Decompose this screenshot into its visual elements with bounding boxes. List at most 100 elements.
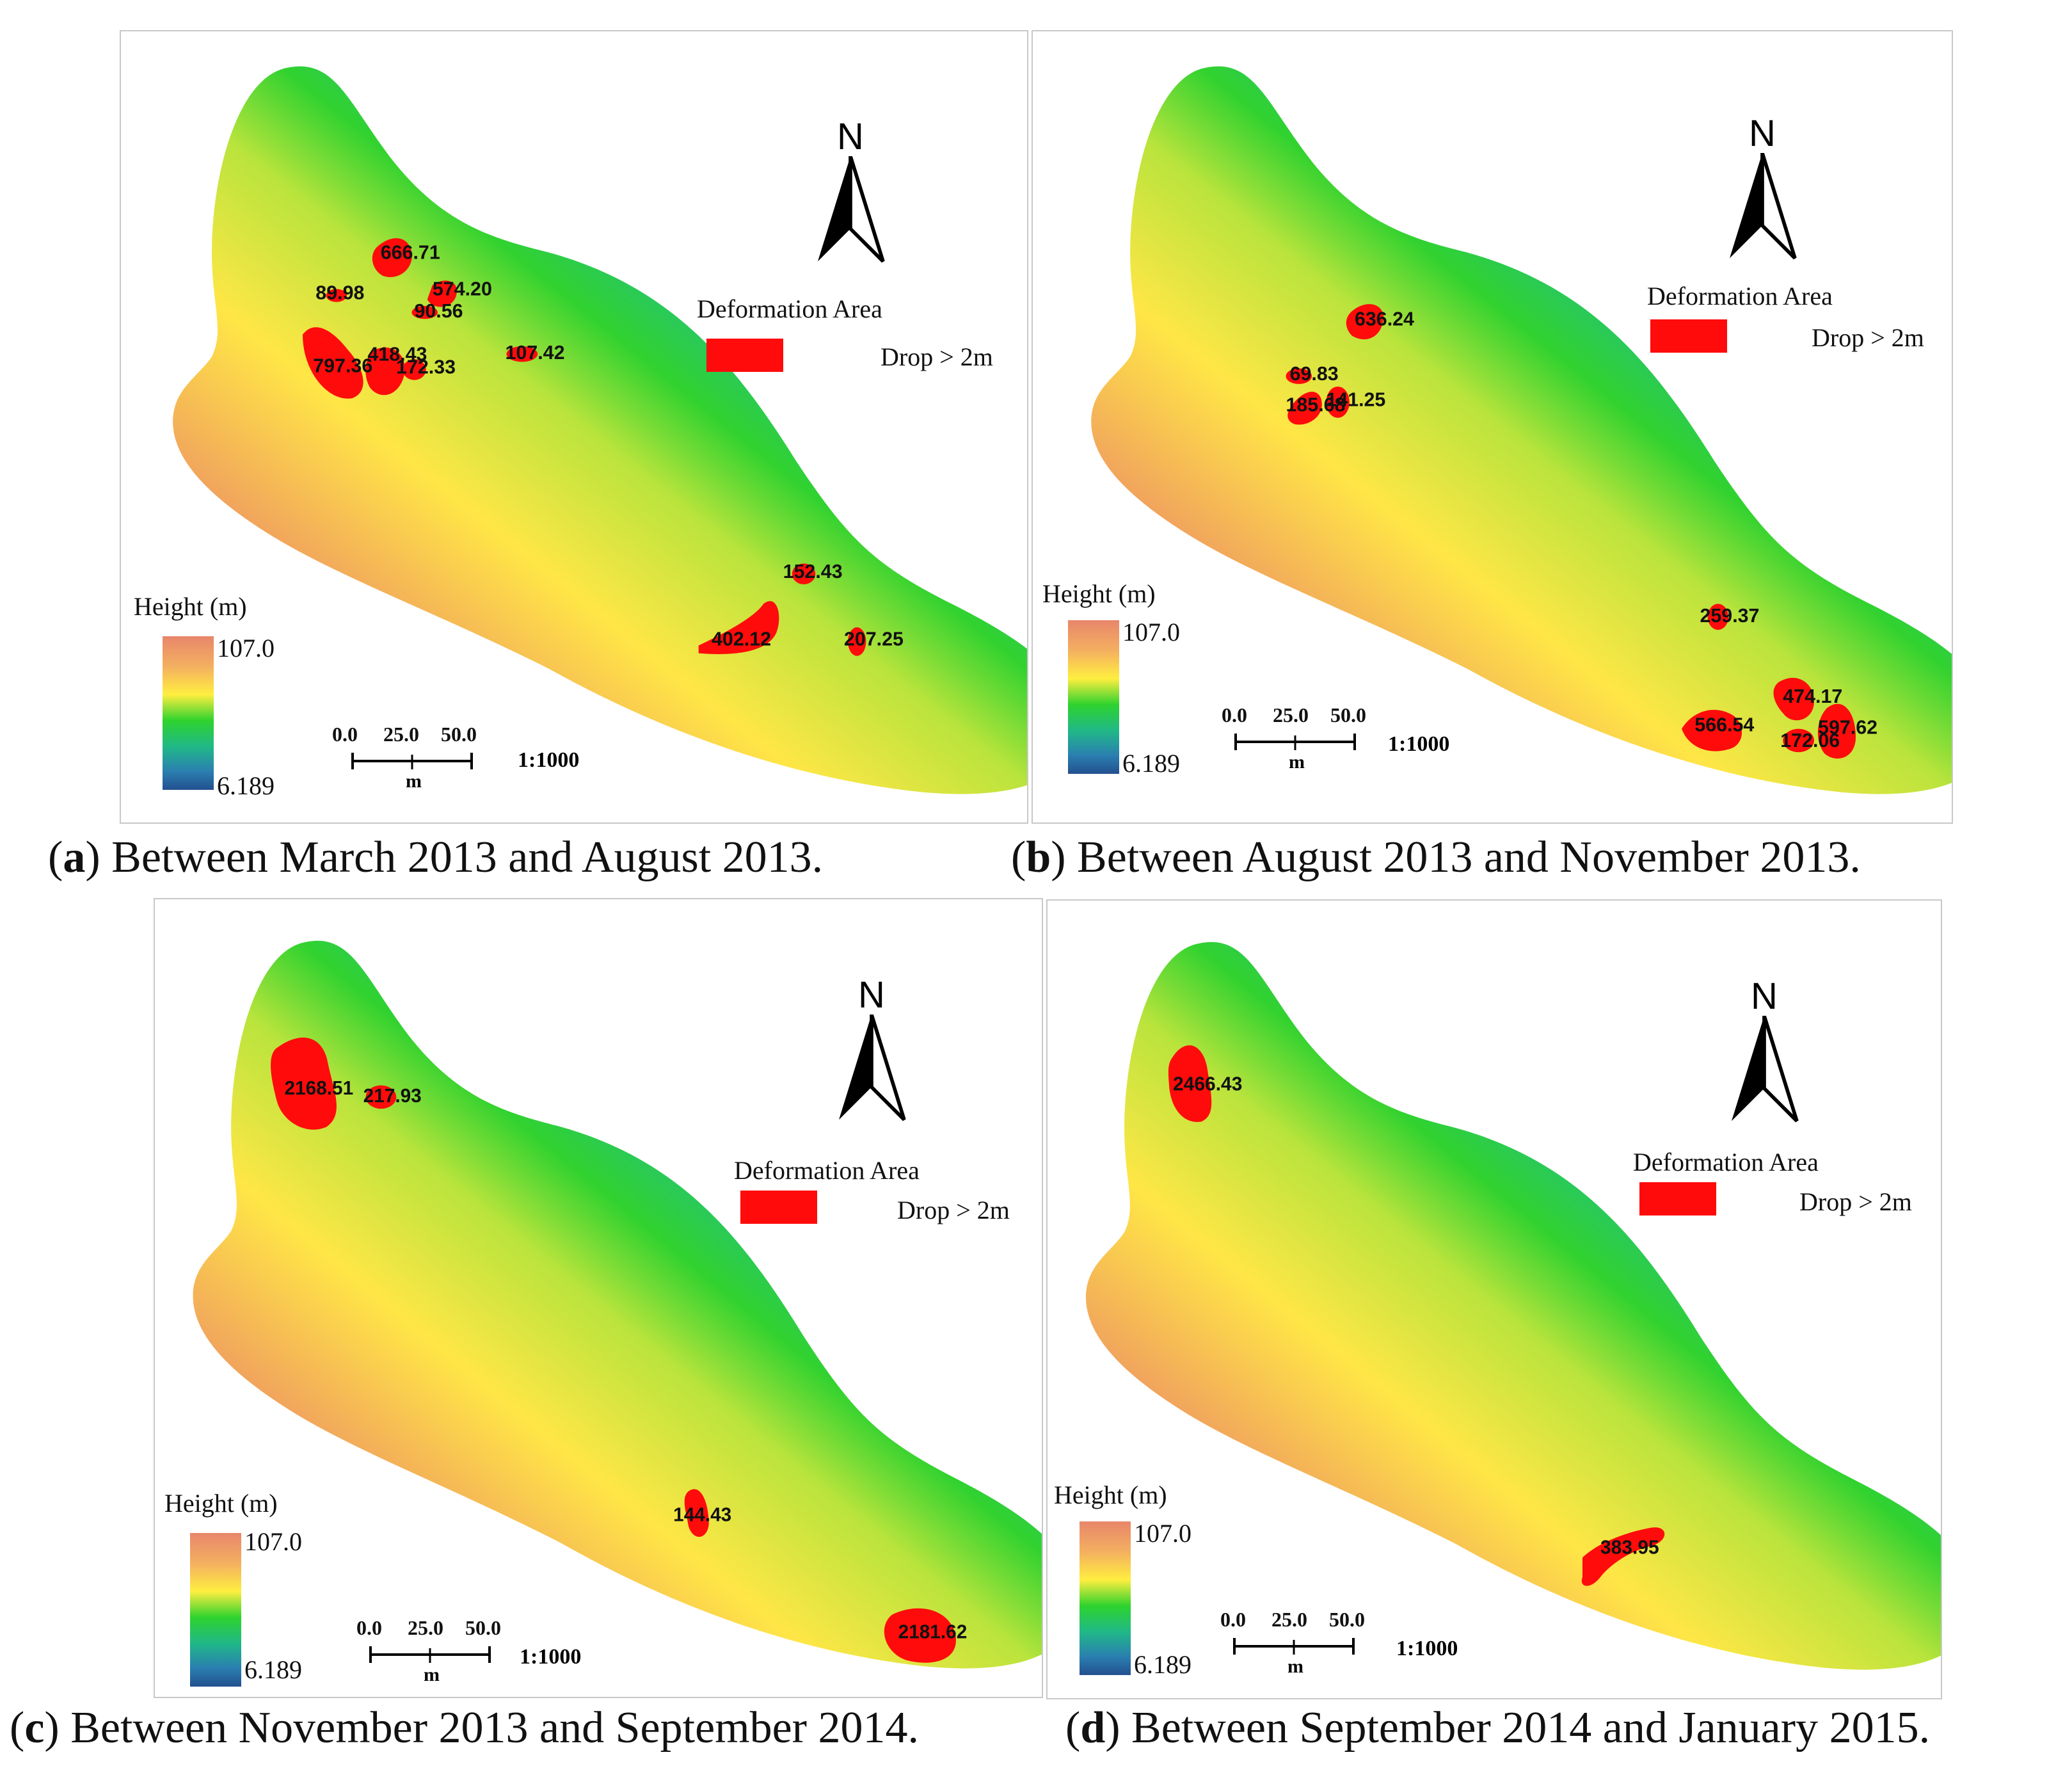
- deformation-zone: [1707, 604, 1729, 630]
- deformation-zone: [848, 627, 866, 656]
- deformation-zone: [1287, 391, 1322, 425]
- deformation-legend-desc: Drop > 2m: [881, 342, 993, 371]
- map-panel-c: 2168.51 217.93 144.43 2181.62 N Deformat…: [154, 898, 1043, 1698]
- zone-label: 144.43: [673, 1504, 731, 1525]
- height-legend-title: Height (m): [1054, 1480, 1167, 1509]
- height-legend-max: 107.0: [1122, 618, 1180, 646]
- deformation-zone: [884, 1608, 956, 1663]
- zone-label: 566.54: [1694, 714, 1754, 736]
- scale-ratio: 1:1000: [1396, 1637, 1458, 1660]
- north-arrow-icon: [1732, 1015, 1799, 1123]
- height-legend-min: 6.189: [217, 771, 275, 800]
- zone-label: 185.68: [1286, 394, 1345, 416]
- north-arrow: N: [833, 976, 910, 1127]
- height-legend-max: 107.0: [217, 634, 275, 662]
- deformation-zone: [1773, 677, 1814, 721]
- deformation-legend-desc: Drop > 2m: [1812, 323, 1924, 352]
- map-panel-b: 636.24 69.83 185.68 141.25 259.37 566.54…: [1032, 30, 1953, 824]
- deformation-legend-title: Deformation Area: [734, 1156, 920, 1185]
- deformation-zone: [1581, 1527, 1665, 1586]
- zone-label: 90.56: [414, 300, 463, 322]
- zone-label: 666.71: [381, 242, 440, 264]
- deformation-legend-desc: Drop > 2m: [897, 1196, 1010, 1224]
- zone-label: 418.43: [367, 343, 427, 365]
- caption-d: (d) Between September 2014 and January 2…: [1065, 1703, 1931, 1753]
- deformation-legend-title: Deformation Area: [1633, 1148, 1819, 1176]
- height-legend-colorbar: [190, 1533, 241, 1687]
- height-legend-min: 6.189: [1122, 749, 1180, 778]
- deformation-zone: [684, 1489, 709, 1537]
- deformation-zone: [1326, 386, 1350, 418]
- deformation-zone: [1817, 703, 1856, 759]
- scale-bar: [369, 1646, 491, 1663]
- scale-unit: m: [1287, 1656, 1303, 1677]
- zone-label: 402.12: [712, 628, 771, 650]
- zone-label: 89.98: [315, 282, 364, 304]
- zone-label: 383.95: [1600, 1537, 1659, 1558]
- north-arrow-icon: [839, 1014, 906, 1121]
- zone-label: 597.62: [1818, 717, 1877, 739]
- zone-label: 69.83: [1290, 363, 1339, 385]
- height-legend-colorbar: [163, 636, 214, 790]
- height-legend-colorbar: [1080, 1521, 1131, 1675]
- height-legend-max: 107.0: [1134, 1519, 1191, 1548]
- height-legend-title: Height (m): [134, 592, 247, 621]
- deformation-zone: [365, 347, 405, 396]
- scale-unit: m: [424, 1664, 440, 1685]
- scale-ratio: 1:1000: [520, 1645, 582, 1669]
- deformation-swatch: [740, 1191, 817, 1224]
- deformation-zone: [427, 280, 457, 307]
- deformation-swatch: [1639, 1182, 1716, 1215]
- zone-label: 152.43: [783, 561, 843, 582]
- deformation-zone: [506, 346, 538, 362]
- deformation-zone: [1286, 368, 1312, 384]
- north-arrow-icon: [818, 156, 885, 263]
- deformation-zone: [698, 601, 779, 654]
- height-legend-colorbar: [1068, 620, 1119, 774]
- north-arrow-icon: [1730, 152, 1797, 260]
- caption-b: (b) Between August 2013 and November 201…: [1011, 833, 1861, 882]
- deformation-swatch: [1650, 319, 1727, 353]
- zone-label: 217.93: [363, 1086, 422, 1107]
- scale-ratio: 1:1000: [1388, 732, 1450, 756]
- north-arrow: N: [1724, 115, 1801, 265]
- height-legend-min: 6.189: [1134, 1650, 1191, 1679]
- zone-label: 107.42: [505, 342, 564, 364]
- map-panel-d: 2466.43 383.95 N Deformation Area Drop >…: [1046, 899, 1942, 1699]
- deformation-zone: [365, 1085, 397, 1109]
- scale-unit: m: [1289, 751, 1305, 773]
- caption-c: (c) Between November 2013 and September …: [10, 1703, 919, 1753]
- deformation-legend-desc: Drop > 2m: [1799, 1187, 1912, 1216]
- height-legend-min: 6.189: [244, 1655, 302, 1684]
- scale-bar: [351, 753, 473, 769]
- deformation-zone: [271, 1038, 337, 1130]
- map-panel-a: 666.71 89.98 574.20 90.56 797.36 418.43 …: [120, 30, 1028, 824]
- terrain-map: 2466.43 383.95: [1086, 942, 1941, 1670]
- deformation-swatch: [706, 339, 783, 372]
- deformation-zone: [792, 563, 816, 584]
- scale-ratio: 1:1000: [518, 748, 580, 772]
- deformation-legend-title: Deformation Area: [1647, 282, 1833, 310]
- height-legend-title: Height (m): [1042, 579, 1156, 608]
- deformation-zone: [411, 305, 438, 319]
- deformation-zone: [1783, 728, 1814, 753]
- zone-label: 259.37: [1700, 605, 1759, 627]
- scale-unit: m: [406, 771, 422, 792]
- deformation-zone: [402, 359, 426, 380]
- deformation-zone: [326, 289, 347, 302]
- zone-label: 636.24: [1355, 308, 1414, 330]
- deformation-zone: [1346, 304, 1383, 340]
- zone-label: 2466.43: [1173, 1074, 1242, 1095]
- height-legend-max: 107.0: [244, 1527, 302, 1556]
- zone-label: 2168.51: [285, 1078, 354, 1099]
- zone-label: 172.33: [396, 357, 456, 378]
- zone-label: 474.17: [1783, 686, 1842, 707]
- zone-label: 141.25: [1326, 389, 1385, 410]
- zone-label: 2181.62: [898, 1621, 968, 1642]
- deformation-zone: [1168, 1045, 1212, 1122]
- deformation-zone: [303, 327, 363, 399]
- zone-label: 172.06: [1780, 730, 1840, 751]
- terrain-map: 636.24 69.83 185.68 141.25 259.37 566.54…: [1091, 66, 1952, 794]
- zone-label: 574.20: [433, 278, 492, 300]
- deformation-zone: [372, 238, 412, 277]
